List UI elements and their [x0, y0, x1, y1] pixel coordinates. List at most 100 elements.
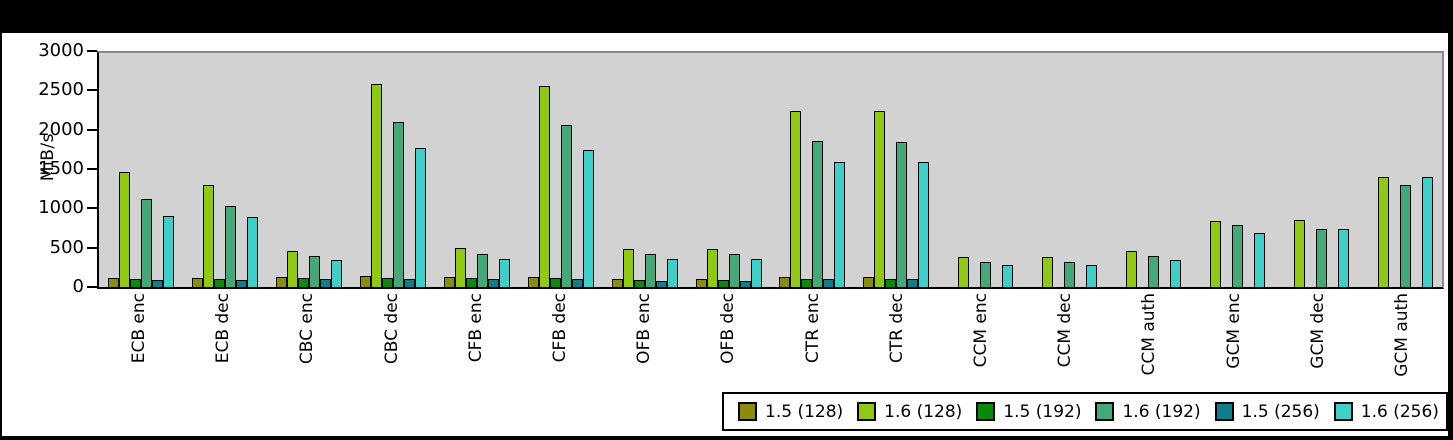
bar	[1316, 229, 1328, 287]
bar	[549, 278, 561, 287]
bar-slot	[812, 141, 824, 287]
bar	[750, 259, 762, 287]
bar	[370, 84, 382, 287]
bar	[980, 262, 992, 287]
x-tick-cell: CTR dec	[855, 293, 939, 383]
bar-slot	[414, 148, 426, 287]
bar	[779, 277, 791, 287]
bar-slot	[1148, 256, 1160, 287]
legend-label: 1.6 (192)	[1122, 401, 1201, 422]
bar	[1086, 265, 1098, 287]
bar	[863, 277, 875, 287]
bar	[162, 216, 174, 287]
legend-swatch	[976, 402, 996, 421]
bar	[1170, 260, 1182, 287]
bar-slot	[863, 277, 875, 287]
bar-slot	[918, 162, 930, 287]
bar-slot	[235, 280, 247, 287]
bar-group	[854, 53, 938, 287]
bar	[666, 259, 678, 287]
bar-group	[1358, 53, 1442, 287]
bar	[655, 281, 667, 287]
top-band	[0, 0, 1453, 33]
bar-slot	[381, 278, 393, 287]
bar	[582, 150, 594, 287]
legend-item: 1.6 (128)	[843, 402, 962, 422]
bar-slot	[151, 280, 163, 287]
x-tick-label: CCM dec	[1055, 293, 1076, 368]
bar-slot	[1086, 265, 1098, 287]
bar-slot	[706, 249, 718, 287]
bar-slot	[728, 254, 740, 287]
bar	[717, 280, 729, 287]
bar	[140, 199, 152, 287]
legend-swatch	[1214, 402, 1234, 421]
bar-slot	[297, 278, 309, 287]
bar-slot	[538, 86, 550, 287]
bar-slot	[874, 111, 886, 287]
bar-slot	[443, 277, 455, 287]
x-tick-cell: GCM dec	[1276, 293, 1360, 383]
bar	[801, 279, 813, 287]
bar-slot	[191, 278, 203, 287]
bar-slot	[392, 122, 404, 287]
bar	[1126, 251, 1138, 287]
bar-slot	[1042, 257, 1054, 287]
bar	[498, 259, 510, 287]
x-tick-label: GCM dec	[1307, 293, 1328, 369]
bar-slot	[202, 185, 214, 287]
bar-groups	[99, 53, 1442, 287]
legend-label: 1.5 (192)	[1003, 401, 1082, 422]
x-tick-cell: GCM enc	[1191, 293, 1275, 383]
chart-canvas: MiB/s 0 500 1000 1500 2000 2500 3000 ECB enc EC…	[2, 33, 1448, 436]
bar-slot	[487, 279, 499, 287]
legend-item: 1.5 (192)	[962, 402, 1081, 422]
bar	[823, 279, 835, 287]
bar-slot	[834, 162, 846, 287]
legend-swatch	[738, 402, 757, 421]
x-tick-cell: CCM enc	[939, 293, 1023, 383]
x-tick-cell: CCM auth	[1107, 293, 1191, 383]
bar-slot	[750, 259, 762, 287]
bar	[812, 141, 824, 287]
bar-slot	[370, 84, 382, 287]
legend: 1.5 (128) 1.6 (128) 1.5 (192) 1.6 (192) 1.5 …	[722, 392, 1448, 431]
y-tick-label: 0	[72, 276, 84, 297]
bar	[538, 86, 550, 287]
legend-item: 1.5 (128)	[724, 402, 843, 422]
bar	[476, 254, 488, 287]
bar-group	[1274, 53, 1358, 287]
bar-slot	[1378, 177, 1390, 287]
bar-slot	[1294, 220, 1306, 287]
bar-slot	[644, 254, 656, 287]
bar	[918, 162, 930, 287]
legend-label: 1.5 (256)	[1241, 401, 1320, 422]
bar-slot	[622, 249, 634, 287]
bar	[958, 257, 970, 287]
bar-slot	[107, 278, 119, 287]
bar-slot	[571, 279, 583, 287]
bar-slot	[1170, 260, 1182, 287]
bar	[622, 249, 634, 287]
bar-slot	[118, 172, 130, 287]
bar	[1254, 233, 1266, 287]
bar-slot	[129, 279, 141, 287]
legend-label: 1.6 (128)	[884, 401, 963, 422]
bar-slot	[286, 251, 298, 287]
bar-slot	[465, 278, 477, 287]
bar-slot	[739, 281, 751, 287]
bar	[118, 172, 130, 287]
bar-slot	[527, 277, 539, 287]
bar	[1232, 225, 1244, 287]
x-tick-label: CCM auth	[1139, 293, 1160, 376]
legend-item: 1.6 (192)	[1081, 401, 1201, 422]
bar	[129, 279, 141, 287]
bar-slot	[582, 150, 594, 287]
x-tick-cell: GCM auth	[1360, 293, 1444, 383]
bar-group	[771, 53, 855, 287]
bar	[1422, 177, 1434, 287]
bar	[286, 251, 298, 287]
bar	[454, 248, 466, 287]
x-tick-label: GCM auth	[1391, 293, 1412, 377]
